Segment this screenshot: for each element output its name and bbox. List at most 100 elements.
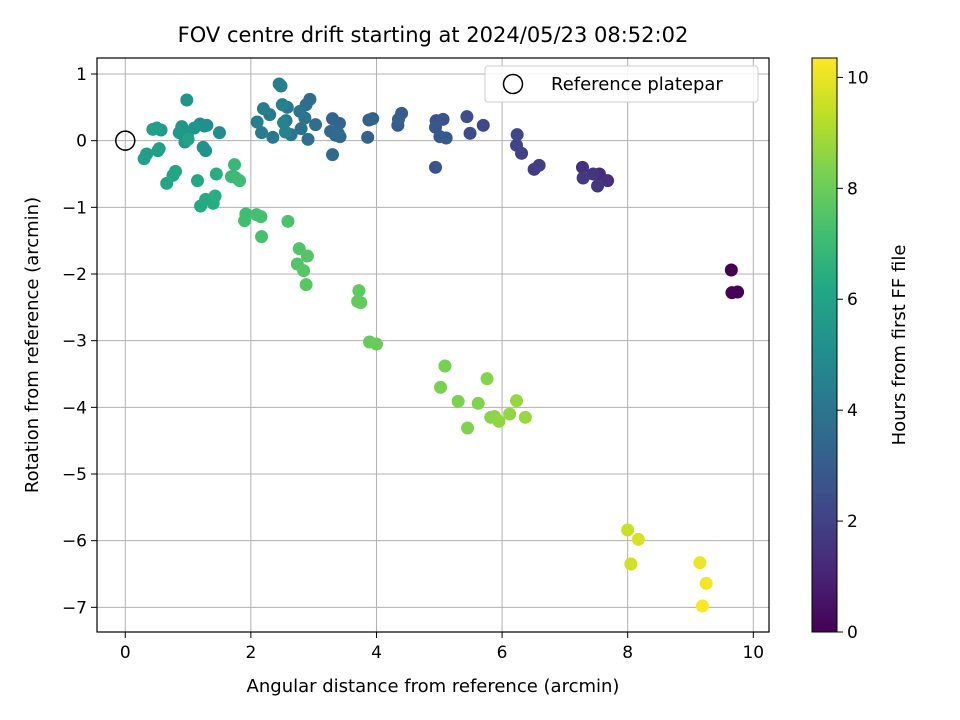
data-point [266, 130, 280, 144]
data-point [254, 210, 268, 224]
data-point [510, 394, 524, 408]
data-point [299, 278, 313, 292]
y-tick-label: −5 [62, 465, 87, 485]
data-point [460, 110, 474, 124]
legend-label-reference: Reference platepar [551, 74, 723, 95]
data-point [576, 171, 590, 185]
y-tick-label: −3 [62, 332, 87, 352]
colorbar-ticks: 0 2 4 6 8 10 [837, 68, 869, 643]
data-point [209, 167, 223, 181]
x-tick-label: 4 [371, 643, 382, 663]
data-point [480, 372, 494, 386]
data-point [255, 126, 269, 140]
y-tick-label: 1 [76, 65, 87, 85]
x-tick-label: 8 [622, 643, 633, 663]
data-point [354, 296, 368, 310]
data-point [463, 126, 477, 140]
legend: Reference platepar [484, 65, 759, 103]
data-point [391, 112, 405, 126]
data-point [255, 230, 269, 244]
data-point [297, 264, 311, 278]
data-point [137, 152, 151, 166]
data-point [300, 249, 314, 263]
data-point [361, 130, 375, 144]
colorbar-tick-label: 2 [847, 512, 858, 532]
data-point [181, 132, 195, 146]
data-point [476, 118, 490, 132]
data-point [492, 414, 506, 428]
y-tick-label: 0 [76, 132, 87, 152]
data-point [212, 126, 226, 140]
x-tick-label: 10 [742, 643, 764, 663]
data-point [695, 599, 709, 613]
data-point [180, 93, 194, 107]
data-point [238, 214, 252, 228]
data-point [172, 126, 186, 140]
data-point [152, 142, 166, 156]
colorbar-tick-label: 6 [847, 290, 858, 310]
data-point [366, 112, 380, 126]
data-point [591, 179, 605, 193]
data-point [250, 115, 264, 129]
data-point [332, 116, 346, 130]
x-axis-label: Angular distance from reference (arcmin) [247, 676, 620, 697]
data-point [631, 532, 645, 546]
legend-box [484, 65, 759, 103]
data-point [281, 214, 295, 228]
x-tick-label: 6 [497, 643, 508, 663]
colorbar-tick-label: 4 [847, 401, 858, 421]
colorbar: 0 2 4 6 8 10 Hours from first FF file [811, 57, 910, 643]
colorbar-label: Hours from first FF file [889, 245, 910, 446]
x-tick-label: 2 [245, 643, 256, 663]
data-point [725, 286, 739, 300]
grid-lines [97, 58, 769, 632]
data-point [150, 121, 164, 135]
y-tick-label: −1 [62, 198, 87, 218]
data-point [471, 396, 485, 410]
chart-title: FOV centre drift starting at 2024/05/23 … [178, 23, 689, 47]
data-point [601, 174, 615, 188]
data-point [518, 410, 532, 424]
reference-point-marker [115, 130, 136, 151]
data-point [369, 337, 383, 351]
y-tick-label: −7 [62, 598, 87, 618]
data-point [275, 98, 289, 112]
legend-marker-reference [502, 73, 524, 95]
data-point [326, 148, 340, 162]
data-point [586, 167, 600, 181]
x-tick-label: 0 [120, 643, 131, 663]
data-point [309, 118, 323, 132]
data-point [429, 160, 443, 174]
y-tick-label: −4 [62, 398, 87, 418]
data-point [233, 174, 247, 188]
data-point [434, 380, 448, 394]
data-points [115, 77, 745, 613]
data-point [621, 523, 635, 537]
data-point [510, 138, 524, 152]
data-point [301, 132, 315, 146]
data-point [228, 158, 242, 172]
colorbar-tick-label: 8 [847, 179, 858, 199]
data-point [532, 158, 546, 172]
data-point [190, 174, 204, 188]
data-point [256, 102, 270, 116]
data-point [294, 122, 308, 136]
data-point [160, 176, 174, 190]
data-point [438, 359, 452, 373]
data-point [503, 407, 517, 421]
data-point [451, 394, 465, 408]
data-point [724, 263, 738, 277]
data-point [699, 576, 713, 590]
data-point [575, 160, 589, 174]
colorbar-tick-label: 0 [847, 623, 858, 643]
colorbar-tick-label: 10 [847, 68, 869, 88]
colorbar-gradient [811, 57, 838, 633]
y-tick-label: −6 [62, 532, 87, 552]
data-point [461, 421, 475, 435]
data-point [510, 128, 524, 142]
data-point [693, 556, 707, 570]
data-point [208, 189, 222, 203]
data-point [439, 131, 453, 145]
